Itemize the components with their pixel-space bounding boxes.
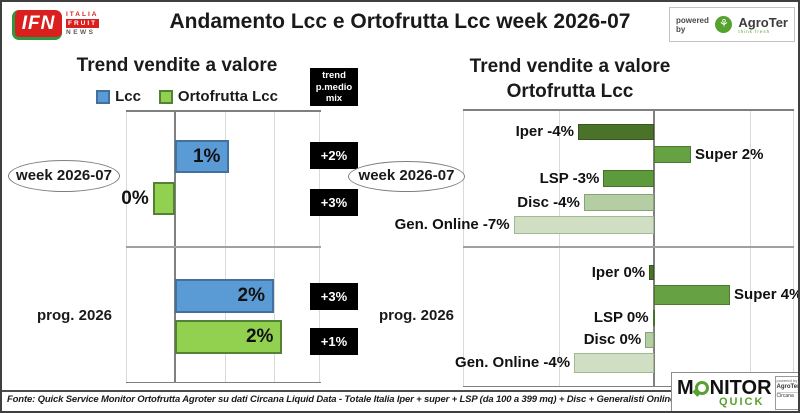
pmedio-value-week-lcc: +2% <box>310 142 358 169</box>
left-chart-title: Trend vendite a valore <box>76 55 278 76</box>
agroter-tree-icon: ⚘ <box>715 16 733 33</box>
right-bar <box>583 194 654 211</box>
pmedio-header-box: trend p.medio mix <box>310 68 358 106</box>
plot-bottom-border <box>463 385 794 387</box>
gridline <box>793 109 794 387</box>
right-chart-title: Trend vendite a valore Ortofrutta Lcc <box>457 54 683 104</box>
left-week-oval: week 2026-07 <box>8 160 120 192</box>
channel-value-label: Disc -4% <box>517 194 580 211</box>
zero-axis <box>653 109 655 387</box>
right-chart-title-line2: Ortofrutta Lcc <box>506 81 634 102</box>
pmedio-value-prog-orto: +1% <box>310 328 358 355</box>
monitor-text-rest: NITOR <box>709 377 772 399</box>
side-circana-label: Circana <box>776 391 798 400</box>
ifn-logo: IFN <box>12 10 62 40</box>
gridline <box>463 109 464 387</box>
monitor-side-badge: powered by AgroTer Circana <box>774 376 800 410</box>
monitor-wordmark: M NITOR QUICK <box>677 378 772 408</box>
left-bar: 2% <box>175 320 283 354</box>
left-prog-label: prog. 2026 <box>36 307 113 324</box>
right-prog-label: prog. 2026 <box>378 307 455 324</box>
legend-swatch-lcc <box>96 89 111 104</box>
right-chart-plot: Iper -4% Super 2% LSP -3% Disc -4% Gen. Onli… <box>395 109 798 387</box>
channel-value-label: Disc 0% <box>583 331 642 348</box>
channel-value-label: Super 2% <box>695 146 764 163</box>
pmedio-value-prog-lcc: +3% <box>310 283 358 310</box>
section-divider <box>126 246 321 248</box>
pmedio-line3: mix <box>325 93 343 104</box>
section-divider <box>463 246 794 248</box>
source-note: Fonte: Quick Service Monitor Ortofrutta … <box>7 394 700 405</box>
footer-divider <box>2 390 798 392</box>
gridline <box>559 109 560 387</box>
left-chart-plot: 1% 0% 2% 2% <box>121 110 321 383</box>
right-bar <box>577 124 654 140</box>
legend-swatch-ortofrutta <box>158 89 173 104</box>
right-bar <box>652 310 655 326</box>
monitor-quick-logo: M NITOR QUICK powered by AgroTer Circana <box>671 372 800 411</box>
monitor-text-m: M <box>677 377 694 399</box>
ifn-caption-fruit: FRUIT <box>66 19 100 28</box>
left-bar: 1% <box>175 140 230 173</box>
agroter-wordmark: AgroTer think fresh <box>738 16 788 34</box>
channel-value-label: Super 4% <box>734 286 800 303</box>
pmedio-line1: trend <box>322 70 346 81</box>
agroter-tagline: think fresh <box>738 28 771 34</box>
ifn-caption-news: NEWS <box>66 29 96 36</box>
pmedio-line2: p.medio <box>315 81 353 93</box>
right-bar <box>513 216 654 234</box>
plot-bottom-border <box>126 381 321 383</box>
channel-value-label: Gen. Online -4% <box>455 354 571 371</box>
right-bar <box>645 332 654 348</box>
plot-top-border <box>463 109 794 111</box>
side-agroter-label: AgroTer <box>776 383 800 390</box>
ifn-logo-text: IFN <box>21 12 56 34</box>
right-bar <box>649 265 654 280</box>
left-bar: 2% <box>175 279 274 313</box>
pmedio-value-week-orto: +3% <box>310 189 358 216</box>
bar-value-label: 0% <box>121 188 149 209</box>
legend-item-ortofrutta: Ortofrutta Lcc <box>158 88 278 105</box>
left-bar <box>152 182 175 215</box>
channel-value-label: LSP -3% <box>539 170 600 187</box>
side-powered-label: powered by <box>776 378 798 383</box>
page-title: Andamento Lcc e Ortofrutta Lcc week 2026… <box>169 10 631 33</box>
bar-value-label: 1% <box>192 145 221 167</box>
right-bar <box>603 170 654 187</box>
ifn-caption-italia: ITALIA <box>66 11 99 18</box>
right-bar <box>574 353 654 373</box>
bar-value-label: 2% <box>245 326 274 347</box>
plot-top-border <box>126 110 321 112</box>
channel-value-label: Iper 0% <box>591 264 646 281</box>
quick-text: QUICK <box>719 396 765 408</box>
legend-label-lcc: Lcc <box>115 88 141 105</box>
right-bar <box>654 146 692 163</box>
legend-label-ortofrutta: Ortofrutta Lcc <box>177 88 278 105</box>
gridline <box>750 109 751 387</box>
ifn-logo-caption: ITALIA FRUIT NEWS <box>66 10 112 37</box>
agroter-name: AgroTer <box>738 14 788 30</box>
powered-by-label: powered by <box>676 15 709 34</box>
channel-value-label: LSP 0% <box>593 309 649 326</box>
channel-value-label: Gen. Online -7% <box>394 216 510 233</box>
right-week-oval: week 2026-07 <box>348 161 465 192</box>
right-bar <box>654 285 731 305</box>
channel-value-label: Iper -4% <box>515 123 574 140</box>
magnifier-icon <box>694 381 709 395</box>
powered-by-badge: powered by ⚘ AgroTer think fresh <box>669 7 795 42</box>
legend-item-lcc: Lcc <box>96 88 141 105</box>
left-chart-legend: Lcc Ortofrutta Lcc <box>62 88 312 105</box>
right-chart-title-line1: Trend vendite a valore <box>469 56 671 77</box>
bar-value-label: 2% <box>237 285 265 306</box>
